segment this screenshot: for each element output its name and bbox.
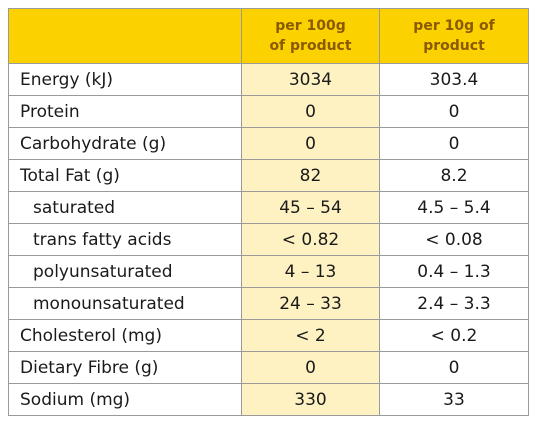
row-label: Sodium (mg) [8, 383, 242, 416]
per-10g-value: 4.5 – 5.4 [379, 191, 529, 224]
row-label: polyunsaturated [8, 255, 242, 288]
header-per-10g: per 10g of product [379, 8, 529, 64]
header-per-10g-line1: per 10g of [413, 18, 495, 34]
header-per-100g: per 100g of product [241, 8, 380, 64]
row-label: Dietary Fibre (g) [8, 351, 242, 384]
per-100g-value: < 2 [241, 319, 380, 352]
per-100g-value: < 0.82 [241, 223, 380, 256]
header-row: per 100g of product per 10g of product [8, 8, 529, 64]
table-row: trans fatty acids < 0.82 < 0.08 [8, 223, 529, 256]
per-100g-value: 0 [241, 95, 380, 128]
per-10g-value: 33 [379, 383, 529, 416]
table-row: polyunsaturated 4 – 13 0.4 – 1.3 [8, 255, 529, 288]
table-row: Carbohydrate (g) 0 0 [8, 127, 529, 160]
per-100g-value: 0 [241, 351, 380, 384]
row-label: Total Fat (g) [8, 159, 242, 192]
header-empty-cell [8, 8, 242, 64]
table-row: Cholesterol (mg) < 2 < 0.2 [8, 319, 529, 352]
table-row: Protein 0 0 [8, 95, 529, 128]
header-per-10g-line2: product [423, 38, 485, 54]
per-100g-value: 3034 [241, 63, 380, 96]
row-label: Energy (kJ) [8, 63, 242, 96]
per-10g-value: 0 [379, 351, 529, 384]
per-10g-value: 0 [379, 127, 529, 160]
table-row: saturated 45 – 54 4.5 – 5.4 [8, 191, 529, 224]
header-per-100g-line2: of product [269, 38, 352, 54]
per-10g-value: 0.4 – 1.3 [379, 255, 529, 288]
per-10g-value: 0 [379, 95, 529, 128]
per-100g-value: 82 [241, 159, 380, 192]
per-100g-value: 24 – 33 [241, 287, 380, 320]
row-label: trans fatty acids [8, 223, 242, 256]
per-100g-value: 4 – 13 [241, 255, 380, 288]
per-100g-value: 45 – 54 [241, 191, 380, 224]
per-100g-value: 0 [241, 127, 380, 160]
nutrition-table: per 100g of product per 10g of product E… [8, 8, 529, 416]
table-row: Dietary Fibre (g) 0 0 [8, 351, 529, 384]
row-label: Carbohydrate (g) [8, 127, 242, 160]
table-row: Total Fat (g) 82 8.2 [8, 159, 529, 192]
per-10g-value: < 0.08 [379, 223, 529, 256]
per-10g-value: 303.4 [379, 63, 529, 96]
per-10g-value: < 0.2 [379, 319, 529, 352]
table-row: Sodium (mg) 330 33 [8, 383, 529, 416]
header-per-100g-line1: per 100g [275, 18, 346, 34]
per-100g-value: 330 [241, 383, 380, 416]
table-row: monounsaturated 24 – 33 2.4 – 3.3 [8, 287, 529, 320]
row-label: Cholesterol (mg) [8, 319, 242, 352]
row-label: Protein [8, 95, 242, 128]
per-10g-value: 8.2 [379, 159, 529, 192]
per-10g-value: 2.4 – 3.3 [379, 287, 529, 320]
row-label: saturated [8, 191, 242, 224]
table-row: Energy (kJ) 3034 303.4 [8, 63, 529, 96]
row-label: monounsaturated [8, 287, 242, 320]
